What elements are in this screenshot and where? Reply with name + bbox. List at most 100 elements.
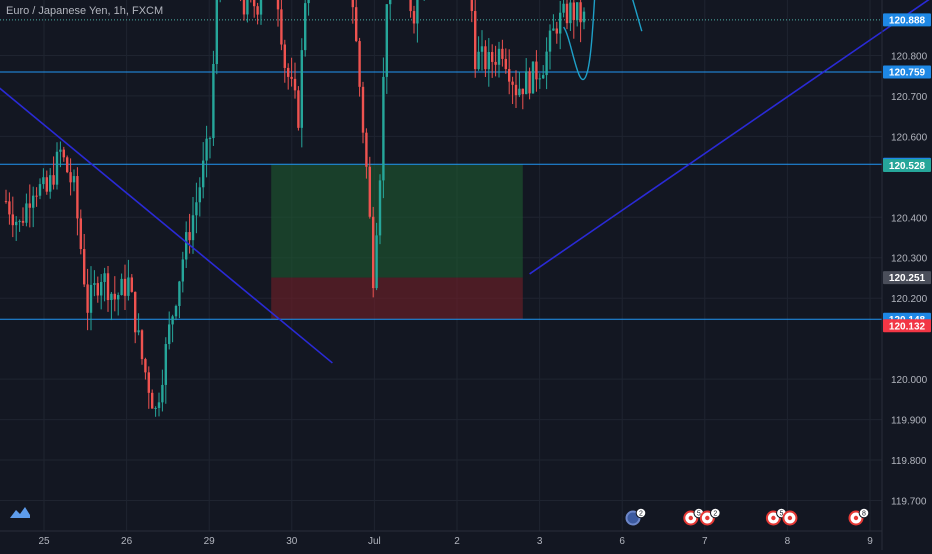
position-box[interactable] xyxy=(271,164,523,320)
time-axis[interactable]: 25 26 29 30 Jul 2 3 6 7 8 9 xyxy=(38,536,873,547)
ascending-trendline[interactable] xyxy=(529,0,932,275)
candle-body xyxy=(100,281,103,296)
price-tag-label: 120.528 xyxy=(889,161,926,172)
event-icon-core xyxy=(771,515,776,521)
candle-body xyxy=(198,187,201,203)
event-badge-count: 2 xyxy=(639,511,643,518)
candle-body xyxy=(66,157,69,173)
candle-body xyxy=(212,63,215,139)
candle-body xyxy=(304,3,307,51)
candle-body xyxy=(545,51,548,76)
time-tick-label: 3 xyxy=(537,536,543,547)
profit-zone[interactable] xyxy=(271,164,523,278)
candle-body xyxy=(202,160,205,188)
price-tick-label: 120.800 xyxy=(891,51,928,62)
candle-body xyxy=(161,384,164,403)
candle-body xyxy=(79,218,82,250)
price-axis[interactable]: 121.600121.500121.400121.300121.200121.0… xyxy=(891,0,928,508)
candle-body xyxy=(42,177,45,185)
candle-body xyxy=(511,81,514,85)
candle-body xyxy=(280,9,283,45)
time-tick-label: 6 xyxy=(619,536,625,547)
candle-body xyxy=(89,284,93,313)
candle-body xyxy=(174,305,178,317)
candle-body xyxy=(134,291,137,333)
event-markers[interactable]: 2 5 2 5 8 xyxy=(625,507,870,526)
candle-body xyxy=(171,316,174,325)
candle-body xyxy=(256,6,259,15)
price-tag-label: 120.132 xyxy=(889,321,926,332)
candle-body xyxy=(4,201,8,203)
candle-body xyxy=(86,284,89,313)
candle-body xyxy=(531,61,535,94)
candle-body xyxy=(154,407,157,409)
candle-body xyxy=(300,50,303,128)
candle-body xyxy=(69,172,72,183)
event-badge-count: 5 xyxy=(779,511,783,518)
price-tick-label: 119.800 xyxy=(891,456,927,467)
time-tick-label: Jul xyxy=(368,536,381,547)
candle-body xyxy=(62,149,65,158)
price-tag-bg xyxy=(883,13,931,27)
candle-body xyxy=(164,344,167,385)
candle-body xyxy=(293,78,297,91)
time-tick-label: 30 xyxy=(286,536,298,547)
candle-body xyxy=(45,177,48,192)
candle-body xyxy=(501,48,504,59)
candle-body xyxy=(106,273,110,301)
candle-body xyxy=(103,273,106,282)
candle-body xyxy=(409,0,412,12)
price-tick-label: 120.000 xyxy=(891,375,928,386)
candle-body xyxy=(253,0,256,7)
candle-body xyxy=(382,76,385,181)
candle-body xyxy=(93,283,96,285)
event-badge-count: 5 xyxy=(697,511,701,518)
time-tick-label: 26 xyxy=(121,536,133,547)
event-badge xyxy=(858,507,870,519)
price-tick-label: 120.600 xyxy=(891,132,928,143)
candle-body xyxy=(140,330,144,360)
candle-body xyxy=(55,151,59,185)
candle-body xyxy=(83,249,86,285)
candle-body xyxy=(562,3,565,13)
symbol-title[interactable]: Euro / Japanese Yen, 1h, FXCM xyxy=(6,5,164,17)
time-tick-label: 25 xyxy=(38,536,50,547)
candle-body xyxy=(287,67,290,77)
candle-body xyxy=(110,293,113,301)
candle-body xyxy=(504,58,507,70)
stop-zone[interactable] xyxy=(271,277,523,320)
candle-body xyxy=(25,203,28,223)
candle-body xyxy=(283,44,286,68)
price-tick-label: 120.300 xyxy=(891,254,928,265)
candle-body xyxy=(123,278,127,296)
candle-body xyxy=(572,2,575,21)
trendlines[interactable] xyxy=(0,0,932,364)
candle-body xyxy=(497,48,501,65)
candle-body xyxy=(412,11,416,24)
candle-body xyxy=(8,201,11,215)
time-tick-label: 9 xyxy=(867,536,873,547)
descending-trendline[interactable] xyxy=(0,87,333,364)
candle-body xyxy=(15,221,18,226)
projection-curve[interactable] xyxy=(563,0,643,81)
candle-body xyxy=(521,88,524,95)
horizontal-levels[interactable] xyxy=(0,0,882,320)
event-badge xyxy=(635,507,647,519)
candle-body xyxy=(208,138,212,140)
event-icon-core xyxy=(853,515,859,521)
candle-body xyxy=(518,88,521,96)
event-icon-core xyxy=(688,515,693,521)
event-badge xyxy=(710,507,721,519)
projection[interactable] xyxy=(563,0,643,81)
candle-body xyxy=(157,402,161,408)
price-tick-label: 120.400 xyxy=(891,213,928,224)
candle-body xyxy=(528,71,531,94)
candle-body xyxy=(361,86,365,133)
price-tag-bg xyxy=(883,271,931,285)
candle-body xyxy=(246,0,249,15)
tradingview-logo-icon[interactable] xyxy=(8,503,32,523)
candle-body xyxy=(59,149,62,152)
candle-body xyxy=(525,71,528,95)
